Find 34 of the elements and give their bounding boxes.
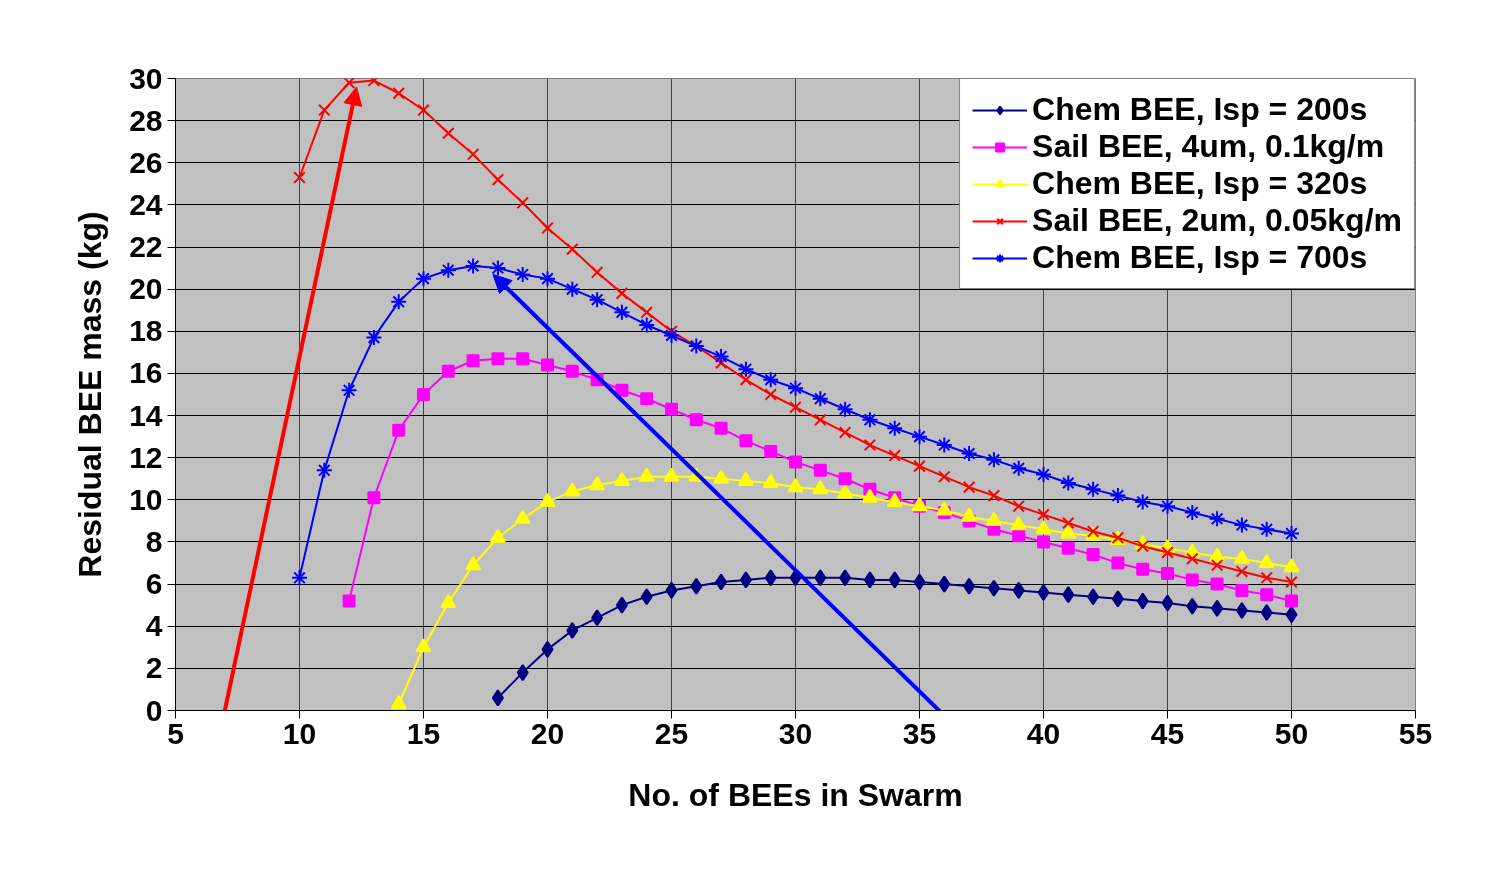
x-tick-label: 55 <box>1398 716 1433 750</box>
x-tick-label: 40 <box>1026 716 1061 750</box>
y-tick-label: 20 <box>129 272 163 306</box>
x-tick-label: 35 <box>902 716 937 750</box>
y-tick-label: 8 <box>145 524 163 558</box>
y-tick-label: 28 <box>129 103 163 137</box>
y-tick-label: 30 <box>129 61 163 95</box>
x-tick-label: 20 <box>530 716 565 750</box>
y-tick-label: 22 <box>129 230 163 264</box>
y-tick-label: 18 <box>129 314 163 348</box>
y-tick-label: 26 <box>129 145 163 179</box>
x-tick-label: 15 <box>406 716 441 750</box>
y-tick-label: 0 <box>145 693 163 727</box>
legend-label: Chem BEE, Isp = 320s <box>1032 165 1368 202</box>
y-tick-label: 6 <box>145 567 163 601</box>
x-tick-label: 50 <box>1274 716 1309 750</box>
y-tick-label: 2 <box>145 651 163 685</box>
legend-label: Sail BEE, 2um, 0.05kg/m <box>1032 202 1402 239</box>
legend-label: Chem BEE, Isp = 200s <box>1032 91 1368 128</box>
x-axis-title: No. of BEEs in Swarm <box>628 776 963 813</box>
x-tick-label: 25 <box>654 716 689 750</box>
y-tick-label: 10 <box>129 482 163 516</box>
y-tick-label: 14 <box>129 398 163 432</box>
x-tick-label: 45 <box>1150 716 1185 750</box>
y-axis-title: Residual BEE mass (kg) <box>72 211 109 578</box>
y-tick-label: 12 <box>129 440 163 474</box>
legend-label: Chem BEE, Isp = 700s <box>1032 239 1368 276</box>
y-tick-label: 16 <box>129 356 163 390</box>
y-tick-label: 4 <box>145 609 163 643</box>
x-tick-label: 10 <box>282 716 317 750</box>
x-tick-label: 30 <box>778 716 813 750</box>
x-tick-label: 5 <box>167 716 184 750</box>
y-tick-label: 24 <box>129 187 163 221</box>
legend-label: Sail BEE, 4um, 0.1kg/m <box>1032 128 1385 165</box>
